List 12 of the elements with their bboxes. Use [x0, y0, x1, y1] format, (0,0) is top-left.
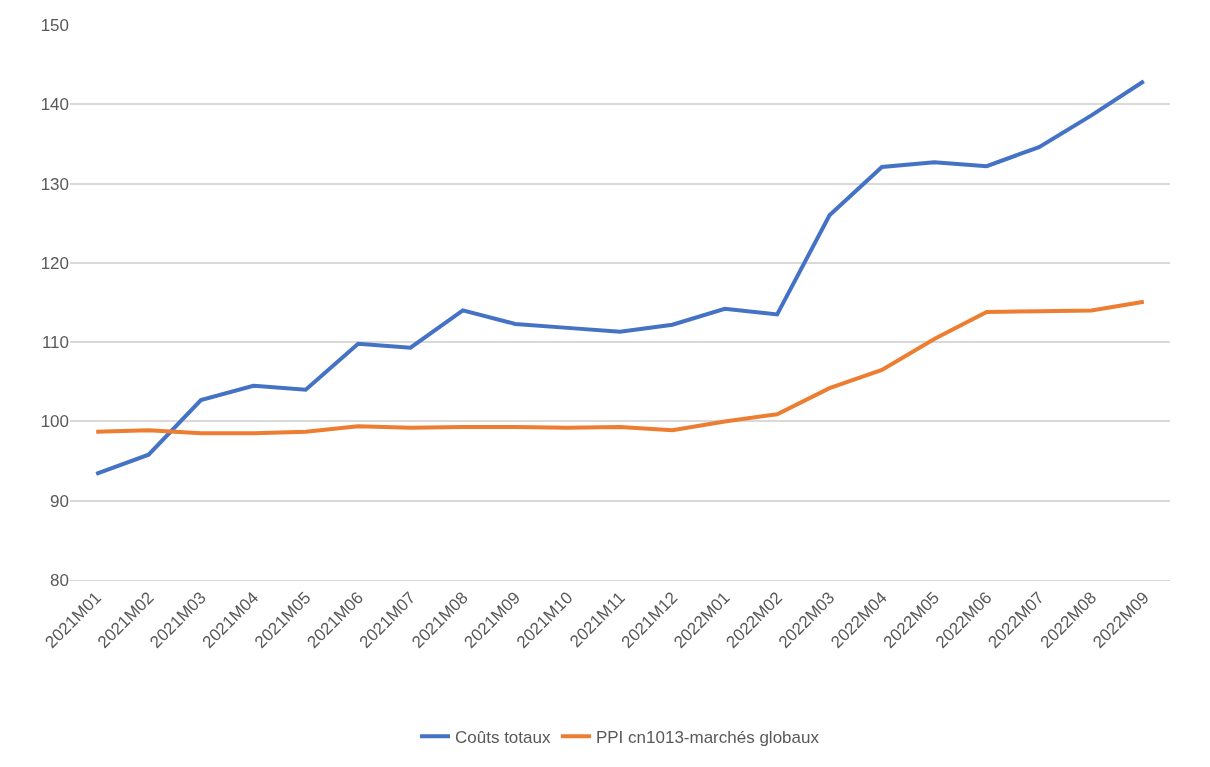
legend-label: Coûts totaux [455, 727, 551, 747]
y-tick-label: 150 [40, 15, 69, 35]
legend-label: PPI cn1013-marchés globaux [595, 727, 820, 747]
y-tick-label: 120 [40, 253, 69, 273]
line-series [94, 299, 1146, 436]
y-tick-label: 100 [40, 412, 69, 432]
y-tick-label: 80 [50, 570, 69, 590]
y-tick-label: 140 [40, 95, 69, 115]
y-tick-label: 130 [40, 174, 69, 194]
y-tick-label: 110 [41, 333, 69, 353]
y-tick-label: 90 [50, 491, 69, 511]
line-series [94, 79, 1146, 476]
